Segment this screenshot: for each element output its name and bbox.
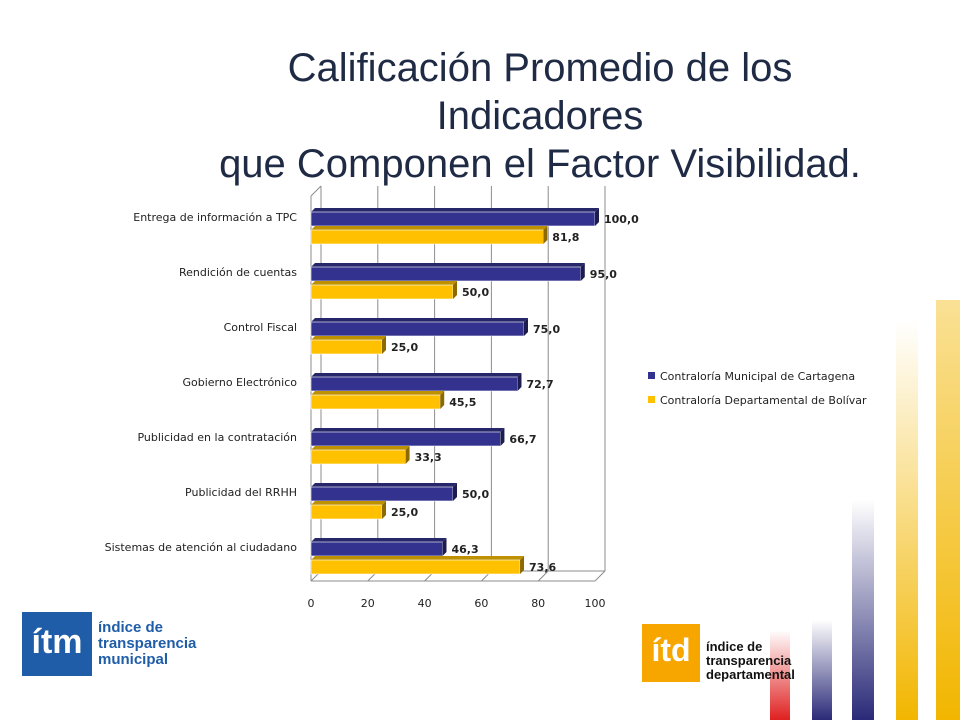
- bar-top-face: [311, 446, 410, 450]
- data-label: 95,0: [590, 268, 617, 281]
- bar: [310, 339, 383, 355]
- bar-end-face: [382, 336, 386, 354]
- data-label: 66,7: [509, 433, 536, 446]
- category-label: Entrega de información a TPC: [133, 211, 297, 224]
- category-label: Publicidad del RRHH: [185, 486, 297, 499]
- title-line-1: Calificación Promedio de los Indicadores: [287, 46, 793, 138]
- bar-top-face: [311, 501, 386, 505]
- bar-top-face: [311, 483, 457, 487]
- bar-end-face: [543, 226, 548, 244]
- bar-end-face: [382, 501, 386, 519]
- x-tick-label: 0: [308, 597, 315, 610]
- bar-top-face: [311, 538, 447, 542]
- bar: [310, 431, 501, 447]
- itd-logo-line2: transparencia: [706, 653, 792, 668]
- bar-end-face: [405, 446, 410, 464]
- x-tick-label: 100: [585, 597, 606, 610]
- x-tick-label: 40: [418, 597, 432, 610]
- data-label: 46,3: [451, 543, 478, 556]
- itd-logo-line1: índice de: [706, 639, 763, 654]
- title-line-2: que Componen el Factor Visibilidad.: [219, 142, 861, 186]
- bar-chart: 0 20 40 60 80 100 Entrega de información a TPC…: [105, 185, 867, 610]
- itm-logo: ítm índice de transparencia municipal: [22, 612, 202, 676]
- bar: [310, 394, 441, 410]
- bar-top-face: [311, 263, 585, 267]
- bar: [310, 559, 521, 575]
- x-tick-label: 60: [474, 597, 488, 610]
- bar-top-face: [311, 556, 525, 560]
- data-label: 100,0: [604, 213, 639, 226]
- bar: [310, 284, 454, 300]
- bar-end-face: [500, 428, 505, 446]
- data-label: 50,0: [462, 286, 489, 299]
- legend-swatch: [648, 372, 655, 379]
- bar-top-face: [311, 281, 457, 285]
- legend-label: Contraloría Municipal de Cartagena: [660, 370, 855, 383]
- itm-logo-line2: transparencia: [98, 635, 197, 652]
- bar: [310, 376, 518, 392]
- bar-top-face: [311, 373, 522, 377]
- category-label: Rendición de cuentas: [179, 266, 297, 279]
- chart-title: Calificación Promedio de los Indicadores…: [180, 44, 900, 188]
- bar-top-face: [311, 318, 528, 322]
- data-label: 50,0: [462, 488, 489, 501]
- bar-end-face: [580, 263, 585, 281]
- bar-end-face: [520, 556, 525, 574]
- itm-logo-mark: ítm: [22, 612, 92, 676]
- bar: [310, 211, 596, 227]
- itm-logo-line3: municipal: [98, 651, 169, 668]
- itd-logo-line3: departamental: [706, 667, 795, 682]
- data-label: 45,5: [449, 396, 476, 409]
- x-tick-label: 20: [361, 597, 375, 610]
- bar: [310, 321, 525, 337]
- bar-end-face: [517, 373, 522, 391]
- bar-top-face: [311, 226, 548, 230]
- bar: [310, 449, 406, 465]
- data-label: 73,6: [529, 561, 556, 574]
- data-label: 33,3: [415, 451, 442, 464]
- data-label: 25,0: [391, 341, 418, 354]
- bar-end-face: [524, 318, 528, 336]
- category-label: Control Fiscal: [224, 321, 297, 334]
- category-label: Publicidad en la contratación: [137, 431, 297, 444]
- legend-swatch: [648, 396, 655, 403]
- data-label: 72,7: [526, 378, 553, 391]
- bar: [310, 229, 544, 245]
- data-label: 75,0: [533, 323, 560, 336]
- x-tick-label: 80: [531, 597, 545, 610]
- data-label: 25,0: [391, 506, 418, 519]
- bar: [310, 486, 454, 502]
- floor-gridline: [594, 570, 606, 582]
- top-wall-edge: [310, 185, 322, 197]
- itm-logo-line1: índice de: [98, 619, 164, 636]
- legend-label: Contraloría Departamental de Bolívar: [660, 394, 867, 407]
- bar-end-face: [440, 391, 445, 409]
- bar-top-face: [311, 336, 386, 340]
- bar: [310, 504, 383, 520]
- floor-gridline: [537, 570, 549, 582]
- bar: [310, 266, 582, 282]
- bar-end-face: [442, 538, 447, 556]
- category-label: Gobierno Electrónico: [182, 376, 297, 389]
- itd-logo-mark: ítd: [642, 624, 700, 682]
- category-label: Sistemas de atención al ciudadano: [105, 541, 298, 554]
- bar: [310, 541, 443, 557]
- data-label: 81,8: [552, 231, 579, 244]
- bar-end-face: [453, 281, 457, 299]
- decorative-stripes: [770, 300, 960, 720]
- bar-top-face: [311, 391, 445, 395]
- bar-top-face: [311, 208, 599, 212]
- bar-end-face: [595, 208, 599, 226]
- itd-logo: ítd índice de transparencia departamenta…: [642, 624, 802, 684]
- bar-top-face: [311, 428, 505, 432]
- bar-end-face: [453, 483, 457, 501]
